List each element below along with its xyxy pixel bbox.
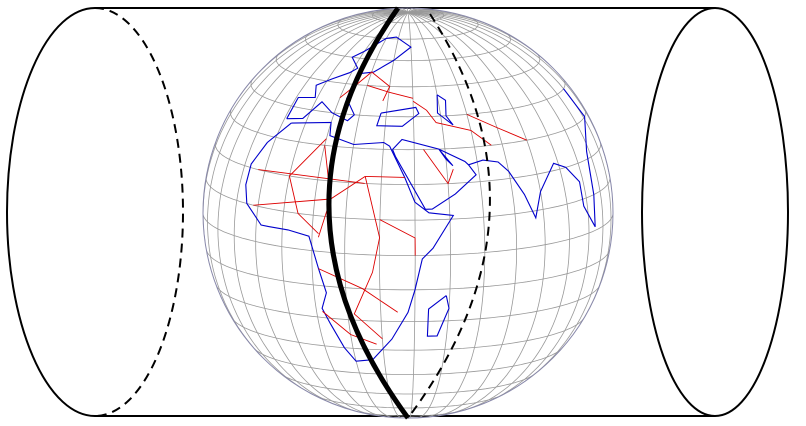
back-meridian bbox=[407, 13, 491, 419]
border bbox=[318, 268, 398, 313]
meridian bbox=[407, 12, 590, 403]
meridian bbox=[407, 12, 612, 325]
meridian bbox=[217, 12, 409, 395]
border bbox=[466, 113, 527, 141]
meridian bbox=[407, 12, 546, 415]
coastline bbox=[286, 36, 412, 122]
parallel bbox=[312, 394, 504, 409]
parallel bbox=[305, 31, 511, 62]
meridian bbox=[407, 12, 517, 417]
meridian bbox=[239, 11, 409, 97]
cylinder-right-end bbox=[641, 7, 789, 417]
cylinder-left-front bbox=[6, 7, 96, 417]
meridian bbox=[379, 12, 409, 418]
border bbox=[365, 175, 405, 178]
meridian bbox=[203, 12, 409, 243]
meridian bbox=[233, 12, 409, 408]
parallel bbox=[337, 16, 479, 40]
globe bbox=[203, 8, 613, 418]
parallel bbox=[230, 108, 586, 151]
parallel bbox=[206, 250, 610, 291]
meridian bbox=[407, 12, 416, 418]
parallel bbox=[216, 285, 600, 322]
border bbox=[258, 169, 365, 184]
border bbox=[423, 149, 454, 185]
parallel bbox=[203, 212, 613, 256]
meridian bbox=[407, 12, 451, 418]
parallel bbox=[254, 348, 562, 375]
meridian bbox=[407, 12, 486, 418]
meridian bbox=[255, 12, 409, 413]
meridian bbox=[344, 12, 409, 418]
parallel bbox=[250, 78, 566, 118]
meridian bbox=[408, 12, 611, 177]
parallel bbox=[231, 318, 585, 351]
border bbox=[288, 138, 327, 235]
coastline bbox=[426, 295, 450, 337]
coastline bbox=[436, 94, 454, 126]
tangent-meridian bbox=[326, 6, 411, 420]
coastline bbox=[376, 106, 420, 127]
border bbox=[379, 219, 416, 256]
border bbox=[367, 84, 414, 99]
parallel bbox=[281, 373, 535, 395]
meridian bbox=[407, 12, 604, 384]
parallel bbox=[275, 52, 541, 88]
meridian bbox=[207, 12, 409, 359]
border bbox=[412, 100, 492, 146]
coastline bbox=[391, 138, 477, 210]
meridian bbox=[281, 12, 409, 416]
border bbox=[322, 311, 377, 345]
meridian bbox=[311, 12, 409, 418]
coastline bbox=[468, 88, 596, 228]
parallel bbox=[205, 176, 611, 221]
cylinder-left-back bbox=[94, 7, 184, 417]
border bbox=[353, 176, 383, 340]
